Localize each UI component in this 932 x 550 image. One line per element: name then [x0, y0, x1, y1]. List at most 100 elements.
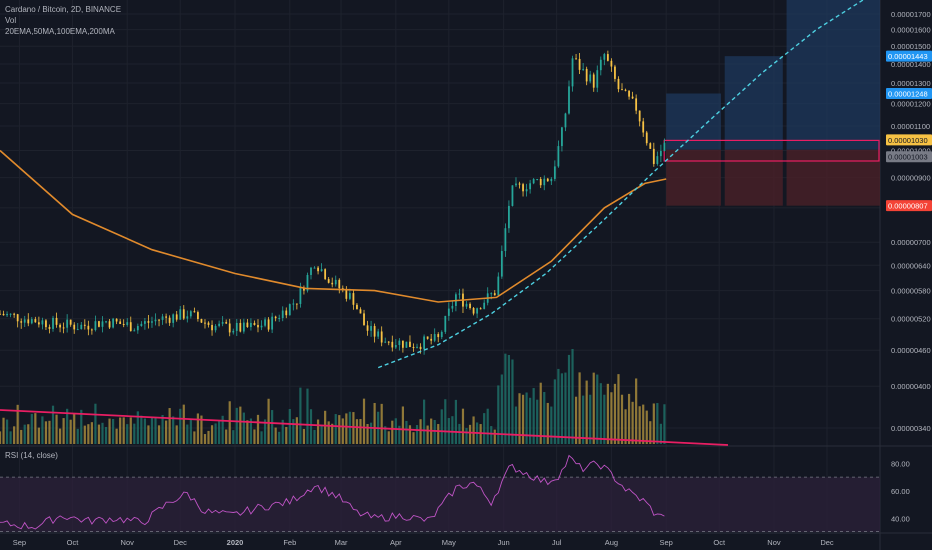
price-tick-label: 0.00000520: [891, 315, 931, 324]
candle-body: [320, 269, 323, 272]
volume-bar: [638, 406, 641, 444]
price-label-text-target-1: 0.00001248: [888, 90, 928, 99]
candle-body: [504, 228, 507, 252]
volume-bar: [352, 412, 355, 444]
candle-body: [624, 89, 627, 91]
volume-bar: [355, 419, 359, 444]
volume-bar: [73, 413, 76, 444]
volume-bar: [451, 416, 454, 444]
candle-body: [317, 267, 319, 272]
volume-bar: [316, 419, 320, 444]
candle-body: [652, 148, 655, 164]
candle-body: [373, 326, 376, 337]
volume-bar: [27, 424, 30, 444]
volume-bar: [536, 399, 539, 444]
volume-bar: [122, 417, 125, 444]
candle-body: [122, 323, 125, 325]
price-tick-label: 0.00001000: [891, 146, 931, 155]
volume-bar: [529, 397, 532, 444]
volume-bar: [599, 383, 602, 444]
rsi-band-fill: [0, 477, 880, 532]
candle-body: [136, 326, 139, 331]
candle-body: [370, 326, 372, 331]
candle-body: [582, 68, 585, 70]
ma-legend[interactable]: 20EMA,50MA,100EMA,200MA: [5, 27, 115, 36]
volume-bar: [631, 401, 634, 444]
price-label-text-target-2: 0.00001443: [888, 52, 928, 61]
volume-bar: [253, 429, 256, 444]
candle-body: [98, 321, 100, 327]
candle-body: [207, 322, 210, 325]
time-axis[interactable]: Sep Oct Nov Dec 2020 Feb Mar Apr May Jun Jul Aug Sep…: [13, 538, 834, 547]
volume-bar: [465, 427, 468, 444]
volume-bar: [288, 409, 291, 444]
price-label-current: [886, 134, 932, 146]
trade-zones: [663, 0, 880, 206]
price-axis[interactable]: 0.00001700 0.00001600 0.00001500 0.00001400…: [891, 10, 931, 523]
candle-body: [143, 321, 146, 324]
candle-body: [384, 341, 387, 343]
rsi-legend[interactable]: RSI (14, close): [5, 451, 58, 460]
candle-body: [401, 340, 404, 348]
candle-body: [447, 308, 450, 316]
volume-bar: [203, 434, 207, 444]
volume-bar: [490, 426, 493, 444]
candle-body: [274, 316, 277, 319]
candle-body: [34, 319, 37, 323]
candle-body: [465, 303, 468, 307]
volume-bar: [514, 406, 518, 444]
volume-bar: [143, 418, 146, 444]
candle-body: [235, 322, 238, 331]
candle-body: [168, 317, 171, 323]
volume-bar: [136, 411, 139, 444]
volume-bar: [186, 424, 189, 444]
volume-bar: [16, 404, 19, 444]
time-tick-label: Oct: [67, 538, 80, 547]
volume-bar: [532, 388, 535, 444]
candles[interactable]: [0, 50, 666, 355]
volume-bar: [147, 425, 150, 444]
candle-body: [359, 309, 362, 314]
candle-body: [281, 310, 284, 319]
time-tick-label: Sep: [660, 538, 673, 547]
candle-body: [628, 90, 630, 97]
volume-bar: [179, 408, 182, 444]
candle-body: [606, 54, 609, 61]
candle-body: [479, 308, 482, 310]
time-tick-label: Dec: [174, 538, 188, 547]
volume-bars: [0, 349, 666, 444]
candle-body: [126, 322, 129, 325]
volume-bar: [58, 428, 62, 444]
candle-body: [189, 311, 192, 317]
volume-bar: [2, 417, 5, 444]
volume-bar: [285, 426, 288, 444]
volume-bar: [161, 415, 164, 444]
volume-bar: [582, 395, 585, 444]
volume-bar: [274, 427, 277, 444]
volume-bar: [267, 398, 270, 444]
candle-body: [592, 74, 595, 88]
time-tick-label: Mar: [335, 538, 348, 547]
volume-legend[interactable]: Vol: [5, 16, 17, 25]
candle-body: [469, 303, 471, 309]
price-tick-label: 0.00001700: [891, 10, 931, 19]
volume-bar: [168, 408, 171, 444]
target-zone: [724, 56, 783, 150]
volume-bar: [44, 421, 48, 444]
price-tick-label: 0.00001600: [891, 26, 931, 35]
volume-bar: [313, 429, 316, 444]
volume-bar: [362, 398, 366, 444]
volume-bar: [30, 413, 33, 444]
price-tick-label: 0.00000340: [891, 424, 931, 433]
volume-bar: [592, 372, 595, 444]
time-tick-label: Feb: [283, 538, 296, 547]
symbol-title[interactable]: Cardano / Bitcoin, 2D, BINANCE: [5, 5, 122, 14]
price-label-text-entry: 0.00001003: [888, 153, 928, 162]
candle-body: [515, 183, 517, 186]
volume-bar: [433, 419, 436, 444]
volume-bar: [567, 354, 571, 444]
candle-body: [380, 331, 383, 343]
candle-body: [419, 346, 422, 350]
volume-bar: [225, 429, 228, 444]
